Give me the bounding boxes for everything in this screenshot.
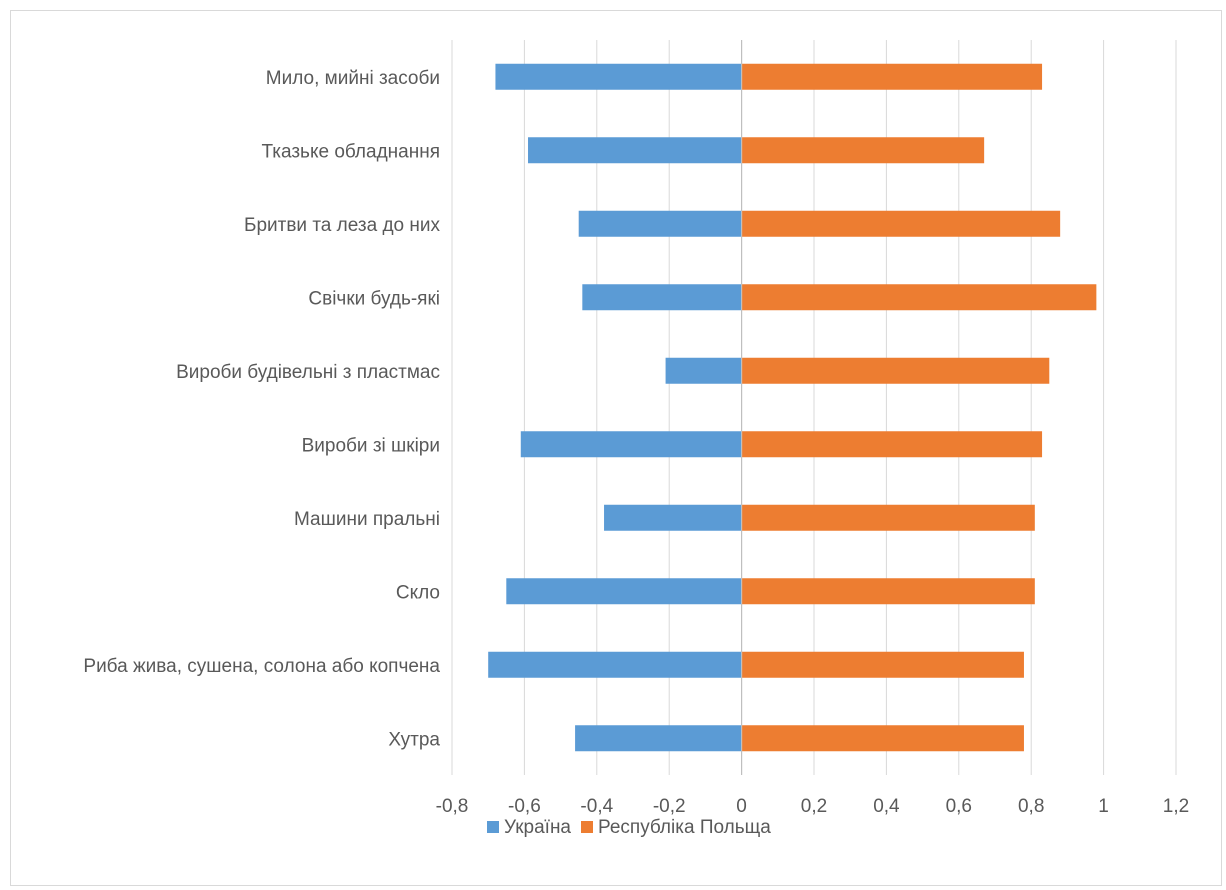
bar bbox=[742, 578, 1035, 604]
bar bbox=[742, 505, 1035, 531]
bar bbox=[495, 64, 741, 90]
bar bbox=[579, 211, 742, 237]
bar bbox=[742, 652, 1024, 678]
bar bbox=[582, 284, 741, 310]
bar bbox=[604, 505, 742, 531]
x-tick-label: 1,2 bbox=[1163, 796, 1189, 817]
category-label: Хутра bbox=[388, 729, 440, 750]
legend-label: Республіка Польща bbox=[598, 817, 771, 838]
category-label: Скло bbox=[396, 582, 440, 603]
category-label: Риба жива, сушена, солона або копчена bbox=[83, 656, 440, 677]
bar bbox=[742, 211, 1061, 237]
category-label: Свічки будь-які bbox=[308, 288, 440, 309]
x-tick-label: -0,4 bbox=[580, 796, 613, 817]
category-label: Вироби будівельні з пластмас bbox=[176, 362, 440, 383]
bar bbox=[506, 578, 741, 604]
category-label: Бритви та леза до них bbox=[244, 215, 441, 236]
x-tick-label: 0,4 bbox=[873, 796, 900, 817]
bar bbox=[742, 725, 1024, 751]
category-label: Машини пральні bbox=[294, 509, 440, 530]
x-tick-label: 0 bbox=[736, 796, 747, 817]
bar bbox=[742, 284, 1097, 310]
x-tick-label: -0,6 bbox=[508, 796, 541, 817]
bar bbox=[742, 64, 1042, 90]
bar bbox=[742, 358, 1050, 384]
x-tick-label: 0,6 bbox=[946, 796, 972, 817]
bar bbox=[488, 652, 741, 678]
x-tick-label: 0,8 bbox=[1018, 796, 1044, 817]
x-tick-label: 1 bbox=[1098, 796, 1109, 817]
x-tick-label: -0,8 bbox=[436, 796, 469, 817]
category-label: Мило, мийні засоби bbox=[266, 68, 440, 89]
category-label: Тказьке обладнання bbox=[261, 141, 440, 162]
x-tick-labels: -0,8 -0,6 -0,4 -0,2 0 0,2 0,4 0,6 0,8 1 1,2 bbox=[436, 796, 1190, 817]
x-tick-label: -0,2 bbox=[653, 796, 686, 817]
bar bbox=[528, 137, 742, 163]
legend-label: Україна bbox=[504, 817, 571, 838]
x-tick-label: 0,2 bbox=[801, 796, 827, 817]
bar bbox=[666, 358, 742, 384]
bar bbox=[742, 137, 985, 163]
category-labels: Мило, мийні засоби Тказьке обладнання Брит… bbox=[83, 68, 440, 751]
legend-swatch bbox=[487, 821, 499, 833]
legend-swatch bbox=[581, 821, 593, 833]
bars bbox=[488, 64, 1096, 752]
category-label: Вироби зі шкіри bbox=[302, 435, 440, 456]
bar bbox=[742, 431, 1042, 457]
legend: Україна Республіка Польща bbox=[487, 817, 771, 838]
bar bbox=[521, 431, 742, 457]
bar bbox=[575, 725, 742, 751]
